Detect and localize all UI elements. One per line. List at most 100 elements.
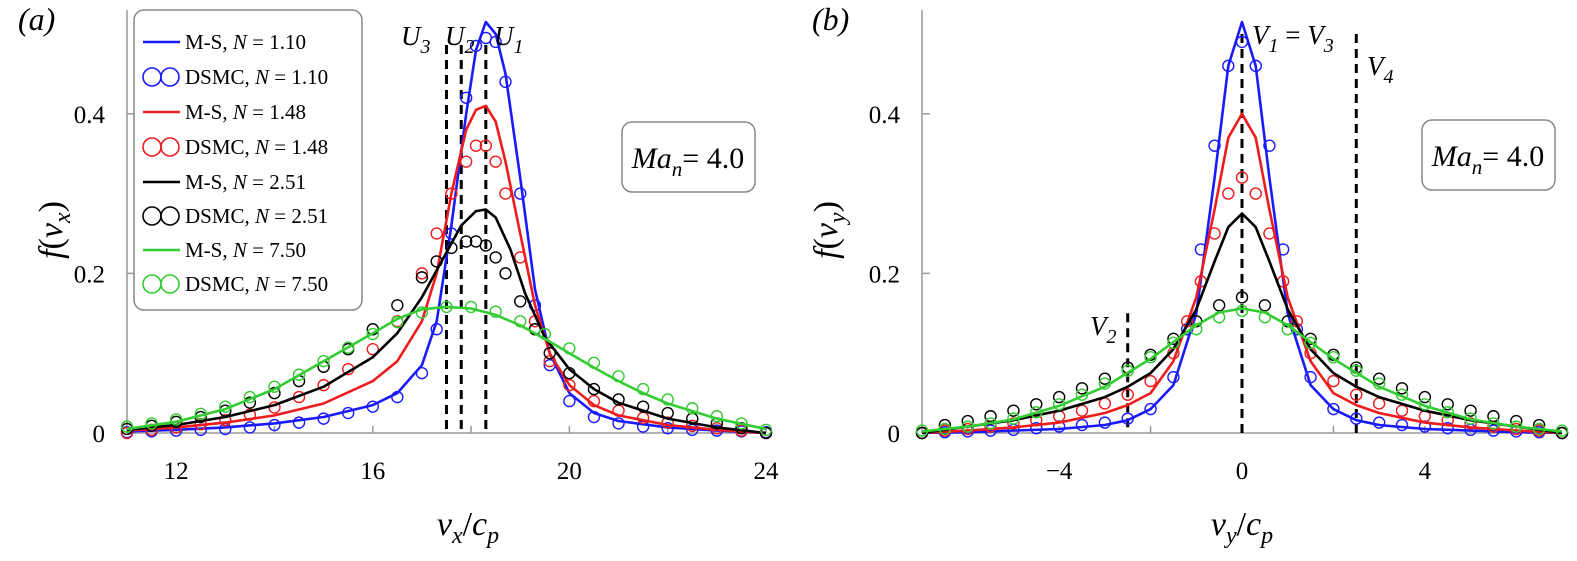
data-point [1258,299,1272,312]
y-tick-label: 0.2 [869,261,900,288]
data-point [1350,412,1363,425]
legend-swatch-marker [160,137,180,157]
data-point [1372,377,1386,390]
annotation-text: Man= 4.0 [1431,140,1544,179]
data-point [1258,311,1272,324]
data-point [366,400,379,413]
series-line [126,104,767,435]
legend-label: DSMC, N = 7.50 [185,272,328,296]
data-point [1464,417,1477,430]
data-point [514,295,527,308]
panel-a-ylabel: f(vx) [33,201,76,259]
data-point [499,187,512,200]
data-point [938,418,952,432]
data-point [1098,372,1112,385]
legend-label: M-S, N = 1.48 [185,100,306,124]
data-point [661,406,674,420]
data-point [469,139,483,152]
data-point [415,267,429,280]
vline-label-v2: V2 [1090,311,1117,348]
panel-b-label: (b) [812,1,849,37]
x-tick-label: 0 [1236,458,1249,485]
data-point [317,354,330,368]
data-point [243,390,257,404]
legend-entry-ms-1.10: M-S, N = 1.10 [143,30,306,54]
legend-swatch-marker [160,274,180,294]
data-point [464,300,478,314]
x-tick-label: 20 [557,458,582,485]
data-point [915,424,929,437]
legend-entry-ms-2.51: M-S, N = 2.51 [143,170,306,194]
data-point [1532,418,1546,432]
data-point [489,35,502,49]
data-point [1327,402,1340,416]
data-point [543,358,556,372]
data-point [391,315,404,329]
data-point [514,251,527,264]
data-point [1144,350,1157,364]
data-point [1212,311,1226,324]
data-point [612,393,625,406]
series-line [921,212,1563,435]
series-line [921,307,1563,433]
legend-swatch-marker [160,206,180,226]
data-point [366,342,379,356]
x-tick-label: 24 [754,458,780,485]
data-point [1395,388,1409,401]
data-point [430,323,443,336]
vline-label-v4: V4 [1367,51,1394,88]
data-point [459,235,473,248]
data-point [120,420,134,433]
data-point [1075,382,1089,395]
data-point [120,426,134,440]
data-point [1263,139,1276,152]
legend-swatch-marker [160,67,180,87]
data-point [587,356,601,369]
data-point [1075,388,1089,401]
legend-frame [133,9,363,311]
data-point [479,139,493,152]
data-point [1372,397,1386,410]
data-point [759,426,773,440]
data-point [1249,187,1262,200]
data-point [1007,404,1020,417]
data-point [391,299,404,312]
series-line [921,20,1563,435]
data-point [194,407,207,421]
data-point [1441,422,1454,435]
data-point [1007,417,1020,430]
data-point [1121,364,1134,377]
vline-label-u2: U2 [445,21,475,58]
legend-label: M-S, N = 7.50 [185,238,306,262]
data-point [661,422,674,435]
data-point [341,406,355,420]
vline-label-u1: U1 [494,21,524,58]
panel-a-xlabel: vx/cp [437,506,499,549]
legend-label: M-S, N = 1.10 [185,30,306,54]
legend-entry-ms-7.50: M-S, N = 7.50 [143,238,306,262]
legend-entry-dsmc-7.50: DSMC, N = 7.50 [142,272,328,296]
data-point [543,354,556,368]
panel-a-annotation-box: Man= 4.0 [621,121,756,193]
x-tick-label: −4 [1046,458,1073,485]
data-point [268,418,281,432]
data-point [489,251,502,264]
data-point [1464,404,1477,417]
data-point [1372,372,1386,385]
data-point [1304,336,1317,350]
data-point [636,400,650,413]
data-point [1395,404,1409,417]
data-point [430,227,443,240]
data-point [538,327,552,341]
data-point [543,346,556,360]
data-point [1167,370,1180,384]
data-point [563,394,576,408]
data-point [243,421,257,434]
legend-entry-ms-1.48: M-S, N = 1.48 [143,100,306,124]
data-point [514,315,527,328]
data-point [1441,406,1454,419]
series-line [126,305,767,431]
data-point [219,400,232,413]
annotation-frame [1421,119,1556,191]
